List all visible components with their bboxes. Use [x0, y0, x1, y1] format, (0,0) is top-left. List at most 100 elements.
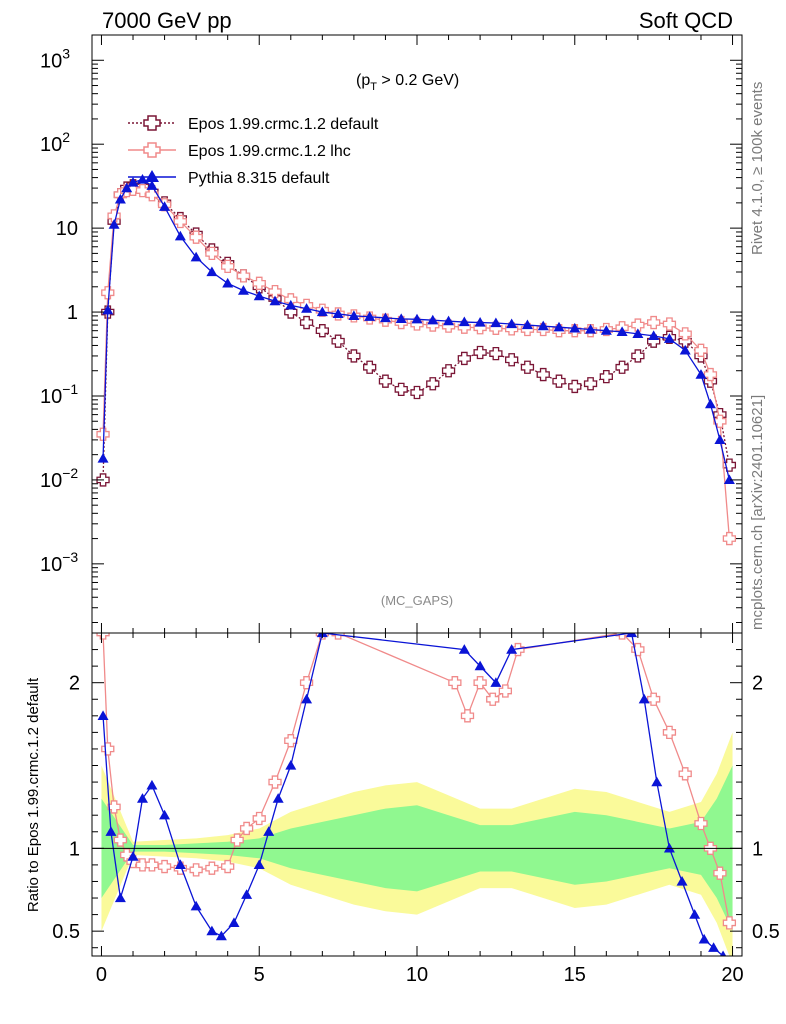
ratio-point-pythia — [285, 760, 297, 770]
data-point-epos_default — [599, 369, 613, 384]
ratio-point-pythia — [474, 660, 486, 671]
x-tick-label: 5 — [254, 964, 265, 986]
ratio-point-pythia — [97, 710, 109, 720]
ratio-point-epos_lhc — [221, 859, 235, 874]
y-tick-label: 1 — [67, 302, 78, 324]
ratio-point-pythia — [663, 842, 675, 853]
data-point-epos_lhc — [678, 327, 692, 341]
ratio-point-pythia — [506, 644, 518, 654]
ratio-point-epos_lhc — [205, 861, 219, 875]
ratio-point-pythia — [114, 892, 126, 903]
data-point-pythia — [600, 325, 612, 335]
ratio-y-tick-label: 0.5 — [52, 921, 80, 943]
ratio-point-epos_lhc — [722, 916, 737, 930]
legend-marker-epos-default — [143, 115, 161, 131]
ratio-point-epos_lhc — [694, 816, 708, 831]
ratio-point-pythia — [215, 930, 227, 941]
chart-title: (pT > 0.2 GeV) — [356, 72, 459, 93]
ratio-point-epos_lhc — [678, 767, 692, 781]
data-point-pythia — [648, 330, 660, 341]
ratio-point-epos_lhc — [135, 858, 150, 872]
data-point-epos_default — [552, 374, 566, 388]
series-line-epos_default — [102, 185, 731, 480]
legend-entry-pythia: Pythia 8.315 default — [128, 170, 330, 187]
data-point-epos_default — [457, 351, 471, 366]
ratio-point-epos_lhc — [96, 633, 110, 640]
data-point-pythia — [521, 319, 533, 330]
y-tick-label: 103 — [40, 45, 70, 72]
data-point-pythia — [553, 321, 565, 332]
data-point-epos_lhc — [647, 315, 661, 330]
ratio-point-pythia — [174, 859, 186, 870]
ratio-point-epos_lhc — [460, 709, 475, 723]
series-line-pythia — [102, 178, 731, 481]
data-point-pythia — [632, 328, 644, 338]
analysis-label: (MC_GAPS) — [381, 593, 453, 608]
data-point-pythia — [269, 295, 281, 306]
ratio-point-pythia — [490, 677, 502, 687]
ratio-point-pythia — [146, 779, 158, 790]
ratio-point-epos_lhc — [498, 684, 512, 698]
data-point-epos_default — [583, 377, 598, 391]
ratio-point-epos_lhc — [713, 866, 727, 880]
x-tick-label: 15 — [564, 964, 586, 986]
data-point-pythia — [537, 320, 549, 331]
data-point-epos_lhc — [96, 427, 110, 441]
ratio-point-pythia — [301, 693, 313, 704]
ratio-point-epos_lhc — [284, 734, 298, 748]
ratio-point-epos_lhc — [101, 742, 115, 756]
data-point-pythia — [253, 290, 265, 301]
data-point-pythia — [704, 398, 716, 409]
legend-entry-epos-lhc: Epos 1.99.crmc.1.2 lhc — [128, 142, 351, 160]
ratio-point-epos_lhc — [662, 725, 677, 740]
rivet-label: Rivet 4.1.0, ≥ 100k events — [749, 82, 766, 255]
data-point-pythia — [679, 344, 691, 355]
data-point-epos_default — [378, 374, 393, 388]
data-point-pythia — [136, 173, 148, 184]
data-point-epos_lhc — [252, 276, 266, 290]
data-point-pythia — [616, 326, 628, 337]
data-point-pythia — [411, 313, 423, 324]
ratio-point-pythia — [105, 826, 117, 836]
data-point-epos_default — [505, 353, 519, 367]
data-point-pythia — [474, 317, 486, 327]
y-tick-label: 10−1 — [40, 381, 78, 408]
ratio-point-pythia — [626, 633, 638, 638]
y-tick-label: 10−2 — [40, 465, 78, 492]
ratio-point-epos_lhc — [631, 642, 645, 657]
ratio-point-pythia — [241, 889, 253, 899]
series-line-epos_lhc — [102, 188, 731, 539]
data-point-epos_lhc — [221, 259, 235, 274]
x-tick-label: 10 — [406, 964, 428, 986]
ratio-y-tick-label: 2 — [69, 673, 80, 695]
data-point-pythia — [695, 369, 707, 379]
data-point-epos_default — [426, 377, 440, 391]
legend-entry-epos-default: Epos 1.99.crmc.1.2 default — [128, 115, 379, 133]
data-point-epos_default — [631, 349, 645, 363]
data-point-pythia — [237, 285, 249, 295]
data-point-pythia — [569, 322, 581, 333]
ratio-point-epos_lhc — [473, 676, 487, 690]
data-point-pythia — [458, 316, 470, 327]
data-point-pythia — [222, 277, 234, 288]
data-point-pythia — [585, 323, 597, 334]
data-point-epos_lhc — [631, 318, 645, 332]
ratio-point-epos_lhc — [189, 863, 203, 877]
data-point-epos_lhc — [145, 188, 159, 202]
data-point-epos_default — [331, 334, 345, 348]
data-point-epos_default — [347, 349, 361, 363]
ratio-point-pythia — [458, 644, 470, 654]
data-point-epos_default — [363, 360, 377, 374]
y-tick-label: 10−3 — [40, 549, 78, 576]
data-point-epos_default — [536, 367, 550, 382]
ratio-point-pythia — [698, 933, 710, 944]
data-point-pythia — [379, 312, 391, 323]
data-point-pythia — [114, 193, 126, 204]
x-tick-label: 0 — [96, 964, 107, 986]
data-point-epos_lhc — [703, 367, 718, 382]
ratio-point-epos_lhc — [252, 811, 266, 826]
data-point-pythia — [663, 333, 675, 343]
ratio-point-pythia — [676, 875, 688, 886]
